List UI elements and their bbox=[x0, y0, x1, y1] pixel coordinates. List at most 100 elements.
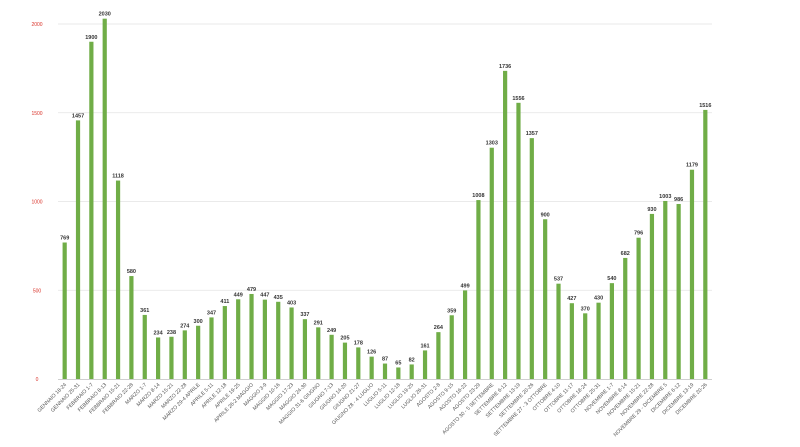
bar bbox=[276, 301, 281, 379]
bar bbox=[436, 332, 441, 379]
y-tick-label: 500 bbox=[33, 288, 42, 294]
data-label: 540 bbox=[607, 276, 616, 282]
bar bbox=[302, 319, 308, 379]
data-label: 435 bbox=[274, 295, 283, 301]
data-label: 1008 bbox=[472, 193, 484, 199]
data-label: 87 bbox=[382, 357, 388, 363]
data-label: 205 bbox=[340, 336, 349, 342]
data-label: 1900 bbox=[85, 35, 97, 41]
data-label: 161 bbox=[420, 343, 429, 349]
data-label: 499 bbox=[460, 283, 469, 289]
bar bbox=[196, 325, 201, 379]
bar bbox=[476, 200, 481, 379]
bar bbox=[142, 314, 147, 379]
data-label: 264 bbox=[434, 325, 444, 331]
bar bbox=[369, 356, 374, 379]
data-label: 403 bbox=[287, 300, 296, 306]
bar bbox=[356, 347, 361, 379]
data-label: 930 bbox=[647, 207, 656, 213]
data-label: 537 bbox=[554, 277, 563, 283]
data-label: 291 bbox=[314, 320, 323, 326]
bar bbox=[182, 330, 187, 379]
bar bbox=[115, 180, 121, 379]
bar bbox=[569, 303, 574, 379]
data-label: 337 bbox=[300, 312, 309, 318]
bar bbox=[422, 350, 428, 379]
bar bbox=[649, 213, 655, 379]
bar bbox=[329, 334, 334, 379]
data-label: 580 bbox=[127, 269, 136, 275]
data-label: 1303 bbox=[486, 141, 498, 147]
bar bbox=[636, 237, 641, 379]
bar bbox=[529, 138, 534, 379]
data-label: 126 bbox=[367, 350, 376, 356]
bar bbox=[316, 327, 321, 379]
bar bbox=[663, 200, 668, 379]
bar bbox=[462, 290, 468, 379]
bar bbox=[209, 317, 214, 379]
data-label: 238 bbox=[167, 330, 176, 336]
y-tick-label: 0 bbox=[36, 377, 39, 383]
y-tick-label: 1500 bbox=[31, 111, 42, 117]
data-label: 682 bbox=[621, 251, 630, 257]
bar bbox=[516, 102, 521, 379]
bar bbox=[449, 315, 454, 379]
data-label: 769 bbox=[60, 236, 69, 242]
data-label: 796 bbox=[634, 231, 643, 237]
y-axis-tick-labels: 0 500 1000 1500 2000 bbox=[31, 22, 42, 383]
data-label: 427 bbox=[567, 296, 576, 302]
y-tick-label: 2000 bbox=[31, 22, 42, 28]
bar bbox=[62, 242, 67, 379]
data-label: 1118 bbox=[112, 174, 124, 180]
data-label: 370 bbox=[581, 306, 590, 312]
data-label: 1736 bbox=[499, 64, 511, 70]
data-label: 178 bbox=[354, 340, 363, 346]
gridlines bbox=[58, 23, 712, 291]
bar bbox=[583, 313, 588, 379]
bar bbox=[249, 293, 254, 379]
data-label: 1457 bbox=[72, 113, 84, 119]
data-label: 300 bbox=[194, 319, 203, 325]
data-label: 449 bbox=[234, 292, 243, 298]
data-label: 447 bbox=[260, 293, 269, 299]
bar bbox=[396, 367, 401, 379]
bar bbox=[556, 283, 561, 379]
bar bbox=[503, 70, 508, 380]
bar bbox=[129, 276, 134, 379]
data-label: 274 bbox=[180, 323, 190, 329]
data-label: 1357 bbox=[526, 131, 538, 137]
data-label: 249 bbox=[327, 328, 336, 334]
bar bbox=[489, 147, 494, 379]
bar bbox=[543, 219, 548, 379]
bar bbox=[222, 306, 227, 379]
bar bbox=[75, 120, 81, 379]
data-label: 986 bbox=[674, 197, 683, 203]
data-label: 900 bbox=[541, 212, 550, 218]
bar bbox=[676, 203, 681, 379]
bar bbox=[89, 41, 94, 379]
data-label: 479 bbox=[247, 287, 256, 293]
bars bbox=[62, 18, 708, 380]
data-label: 82 bbox=[409, 357, 415, 363]
bar bbox=[262, 299, 267, 379]
data-label: 411 bbox=[220, 299, 229, 305]
data-label: 234 bbox=[154, 330, 164, 336]
bar bbox=[703, 109, 708, 379]
data-label: 65 bbox=[395, 360, 401, 366]
bar bbox=[623, 257, 628, 379]
data-label: 430 bbox=[594, 296, 603, 302]
data-labels: 769 1457 1900 2030 1118 580 361 234 238 274 300 347… bbox=[60, 12, 711, 367]
bar bbox=[596, 302, 601, 379]
bar bbox=[382, 363, 388, 379]
data-label: 361 bbox=[140, 308, 149, 314]
bar bbox=[409, 364, 414, 379]
bar bbox=[236, 299, 241, 379]
bar bbox=[689, 169, 695, 379]
y-tick-label: 1000 bbox=[31, 200, 42, 206]
bar bbox=[609, 283, 614, 379]
data-label: 2030 bbox=[99, 12, 111, 18]
bar bbox=[102, 18, 107, 380]
bar bbox=[169, 336, 174, 379]
data-label: 1179 bbox=[686, 163, 698, 169]
